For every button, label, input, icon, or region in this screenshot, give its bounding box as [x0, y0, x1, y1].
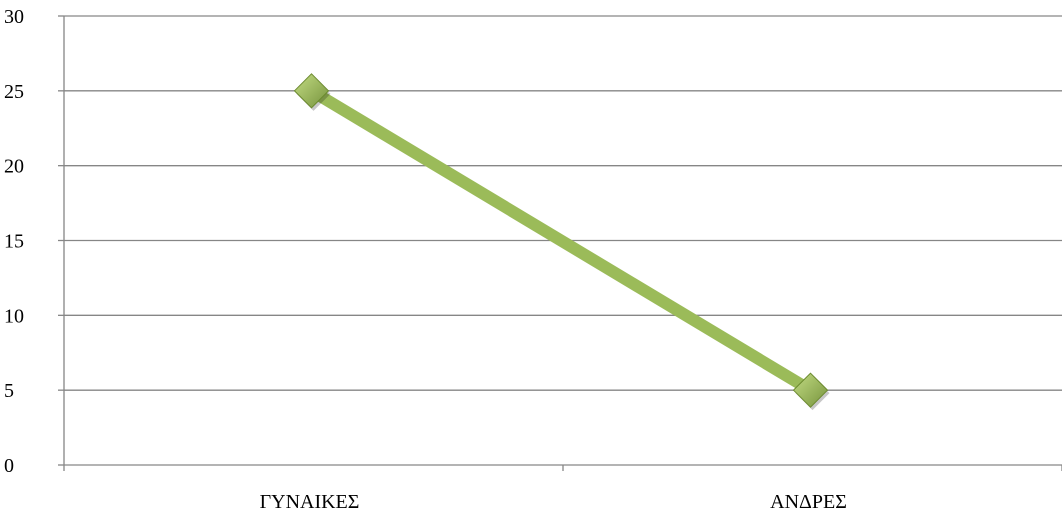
- data-markers: [293, 73, 830, 411]
- x-axis-category-labels: ΓΥΝΑΙΚΕΣ ΑΝΔΡΕΣ: [260, 491, 847, 513]
- gridlines: [64, 15, 1062, 391]
- y-tick-label-20: 20: [4, 156, 24, 178]
- y-tick-label-25: 25: [4, 81, 24, 103]
- axes: [58, 15, 1062, 471]
- series-line: [305, 84, 817, 397]
- x-category-label: ΑΝΔΡΕΣ: [770, 491, 847, 513]
- data-point-ΑΝΔΡΕΣ: [792, 372, 829, 408]
- y-axis-tick-labels: 0 5 10 15 20 25 30: [4, 6, 24, 477]
- x-category-label: ΓΥΝΑΙΚΕΣ: [260, 491, 360, 513]
- y-tick-label-5: 5: [4, 380, 14, 402]
- series-lines: [305, 84, 817, 397]
- y-tick-label-0: 0: [4, 455, 14, 477]
- data-point-ΓΥΝΑΙΚΕΣ: [293, 73, 330, 109]
- y-tick-label-10: 10: [4, 305, 24, 327]
- y-tick-label-30: 30: [4, 6, 24, 28]
- y-tick-label-15: 15: [4, 231, 24, 253]
